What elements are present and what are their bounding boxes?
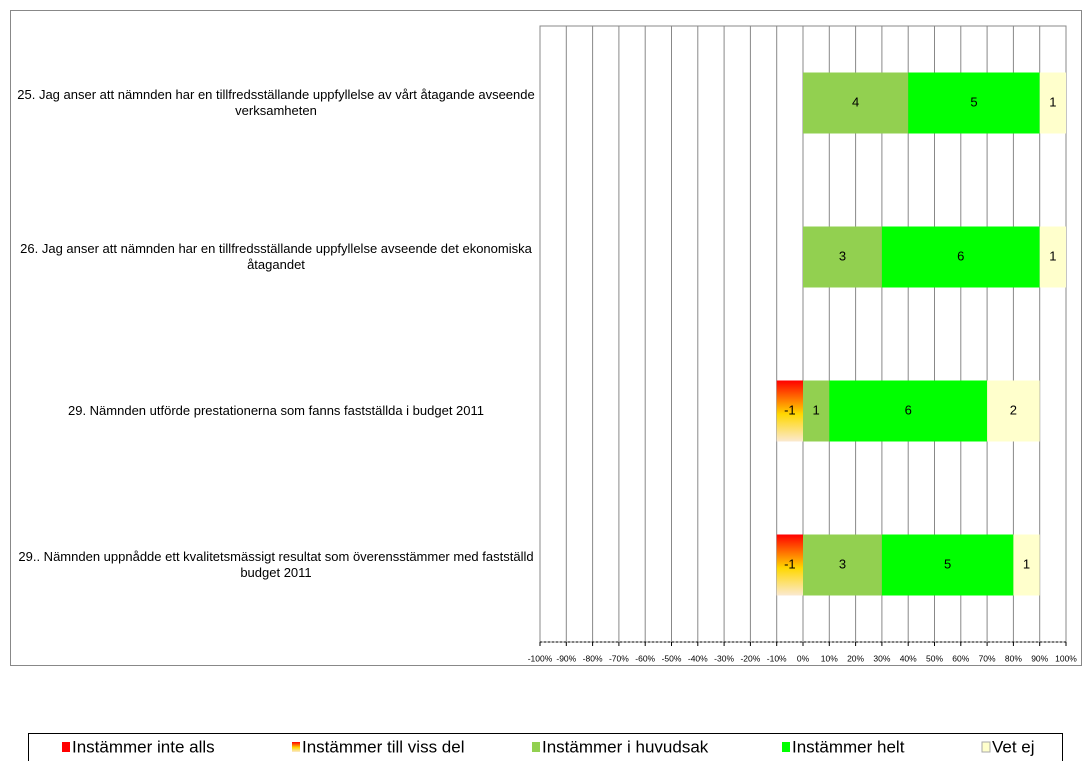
x-tick-label: 30% — [873, 653, 890, 663]
legend-swatch — [292, 742, 300, 752]
category-label: 26. Jag anser att nämnden har en tillfre… — [20, 241, 532, 272]
x-tick-label: -70% — [609, 653, 629, 663]
data-label: 3 — [839, 556, 846, 571]
bar-segment — [803, 72, 909, 134]
bar-segment — [908, 72, 1040, 134]
bar-segment — [1039, 72, 1066, 134]
x-tick-label: 50% — [926, 653, 943, 663]
legend-swatch — [782, 742, 790, 752]
legend-label: Vet ej — [992, 737, 1035, 756]
x-tick-label: -90% — [556, 653, 576, 663]
legend-swatch — [532, 742, 540, 752]
bar-segment — [829, 380, 988, 442]
x-tick-label: -100% — [528, 653, 553, 663]
x-tick-label: -60% — [635, 653, 655, 663]
x-tick-label: 40% — [900, 653, 917, 663]
bar-segment — [803, 226, 882, 288]
legend-label: Instämmer i huvudsak — [542, 737, 709, 756]
x-tick-label: 80% — [1005, 653, 1022, 663]
bar-segment — [987, 380, 1040, 442]
category-label: 29.. Nämnden uppnådde ett kvalitetsmässi… — [18, 549, 534, 580]
x-tick-label: 10% — [821, 653, 838, 663]
x-tick-label: -20% — [740, 653, 760, 663]
x-tick-label: 90% — [1031, 653, 1048, 663]
data-label: -1 — [784, 402, 796, 417]
data-label: 4 — [852, 94, 859, 109]
x-tick-label: 0% — [797, 653, 810, 663]
x-tick-label: 60% — [952, 653, 969, 663]
legend-border — [28, 733, 1063, 761]
data-label: 1 — [1049, 248, 1056, 263]
x-tick-label: 100% — [1055, 653, 1077, 663]
x-tick-label: -30% — [714, 653, 734, 663]
legend-swatch — [981, 741, 991, 753]
data-label: 3 — [839, 248, 846, 263]
category-label: 29. Nämnden utförde prestationerna som f… — [67, 403, 485, 418]
data-label: 5 — [944, 556, 951, 571]
chart-border — [10, 10, 1082, 666]
legend-label: Instämmer inte alls — [72, 737, 215, 756]
bar-segment — [803, 380, 830, 442]
x-tick-label: -40% — [688, 653, 708, 663]
bar-segment — [881, 226, 1040, 288]
data-label: 2 — [1010, 402, 1017, 417]
bar-segment — [1013, 534, 1040, 596]
x-tick-label: -50% — [662, 653, 682, 663]
x-tick-label: 70% — [979, 653, 996, 663]
data-label: 6 — [905, 402, 912, 417]
x-tick-label: 20% — [847, 653, 864, 663]
data-label: 1 — [813, 402, 820, 417]
legend-label: Instämmer helt — [792, 737, 905, 756]
x-tick-label: -10% — [767, 653, 787, 663]
bar-segment — [881, 534, 1014, 596]
legend-swatch — [62, 742, 70, 752]
data-label: 1 — [1023, 556, 1030, 571]
data-label: -1 — [784, 556, 796, 571]
category-label: 25. Jag anser att nämnden har en tillfre… — [17, 87, 535, 118]
bar-segment — [803, 534, 882, 596]
data-label: 1 — [1049, 94, 1056, 109]
legend-label: Instämmer till viss del — [302, 737, 464, 756]
data-label: 6 — [957, 248, 964, 263]
x-tick-label: -80% — [583, 653, 603, 663]
bar-segment — [776, 534, 803, 596]
data-label: 5 — [970, 94, 977, 109]
bar-segment — [1039, 226, 1066, 288]
bar-segment — [776, 380, 803, 442]
